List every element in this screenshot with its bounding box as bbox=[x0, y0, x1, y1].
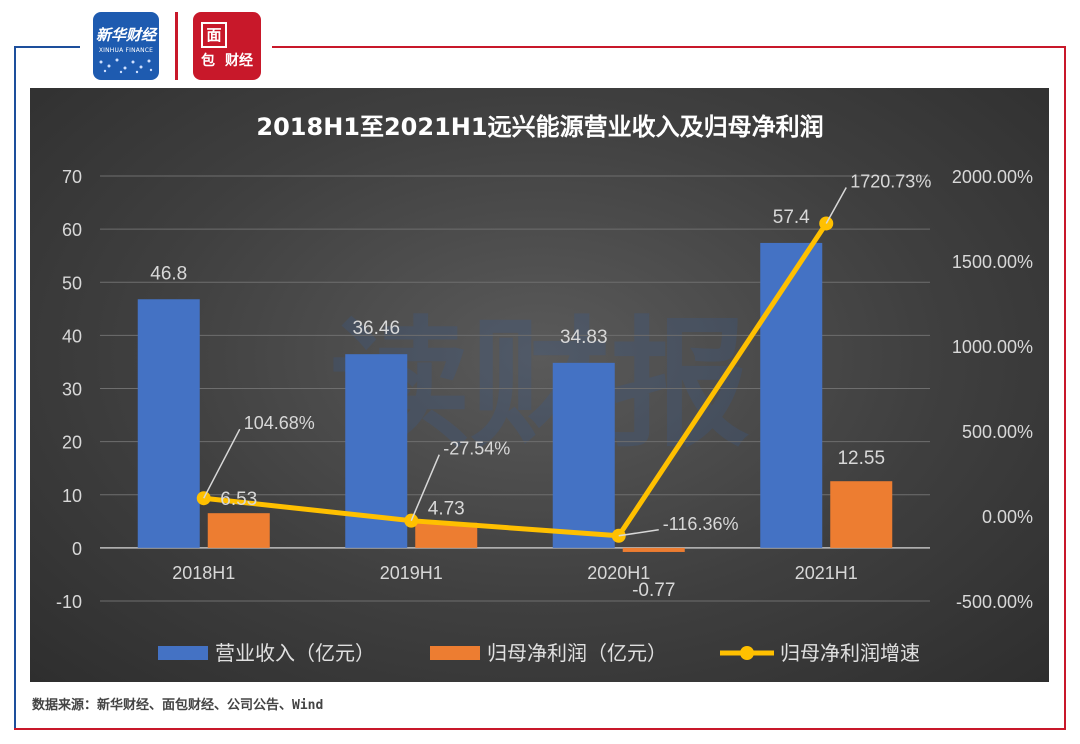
series-line-growth bbox=[203, 222, 829, 539]
left-axis-tick-label: 60 bbox=[62, 220, 82, 240]
right-axis-tick-label: 500.00% bbox=[962, 422, 1033, 442]
data-label-profit: 6.53 bbox=[220, 489, 257, 510]
left-axis-tick-label: 70 bbox=[62, 167, 82, 187]
right-axis-tick-label: 1500.00% bbox=[952, 252, 1033, 272]
data-label-profit: 4.73 bbox=[428, 499, 465, 520]
xinhua-logo-text: 新华财经 bbox=[95, 26, 156, 44]
left-axis-tick-label: 30 bbox=[62, 380, 82, 400]
legend-label-growth: 归母净利润增速 bbox=[780, 641, 920, 665]
logo-separator bbox=[175, 12, 178, 80]
data-label-growth: -116.36% bbox=[663, 514, 739, 534]
right-axis-tick-label: 2000.00% bbox=[952, 167, 1033, 187]
xinhua-logo-subtext: XINHUA FINANCE bbox=[98, 47, 154, 54]
x-axis-tick-label: 2020H1 bbox=[587, 563, 650, 583]
chart-svg: 读财报 2018H1至2021H1远兴能源营业收入及归母净利润 46.86.53… bbox=[56, 113, 1033, 665]
chart-title: 2018H1至2021H1远兴能源营业收入及归母净利润 bbox=[256, 113, 823, 141]
data-label-revenue: 57.4 bbox=[773, 207, 810, 228]
x-axis-tick-label: 2021H1 bbox=[795, 563, 858, 583]
data-label-growth: 1720.73% bbox=[850, 171, 931, 191]
legend-swatch-growth-marker bbox=[740, 646, 754, 660]
data-label-revenue: 36.46 bbox=[352, 318, 400, 339]
right-axis-tick-label: 1000.00% bbox=[952, 337, 1033, 357]
frame-bottom-line bbox=[14, 728, 1066, 730]
leader-line bbox=[203, 428, 241, 499]
left-axis-tick-label: -10 bbox=[56, 592, 82, 612]
leader-line bbox=[410, 454, 440, 521]
data-label-growth: -27.54% bbox=[443, 439, 510, 459]
bar-profit bbox=[830, 481, 893, 548]
data-label-profit: 12.55 bbox=[837, 448, 885, 469]
frame-left-line bbox=[14, 46, 16, 730]
legend-swatch-revenue bbox=[158, 646, 208, 660]
mianbao-logo-text: 财经 bbox=[225, 53, 253, 69]
bar-profit bbox=[622, 547, 685, 552]
frame-top-line-left bbox=[14, 46, 80, 48]
bar-revenue bbox=[760, 242, 823, 548]
data-source-note: 数据来源：新华财经、面包财经、公司公告、Wind bbox=[32, 698, 324, 713]
data-label-profit: -0.77 bbox=[632, 580, 675, 601]
frame-top-line-right bbox=[272, 46, 1066, 48]
leader-line bbox=[825, 187, 847, 224]
right-axis-tick-label: 0.00% bbox=[982, 507, 1033, 527]
data-label-growth: 104.68% bbox=[244, 413, 315, 433]
legend-swatch-profit bbox=[430, 646, 480, 660]
bar-revenue bbox=[552, 362, 615, 548]
bar-revenue bbox=[137, 299, 200, 548]
data-label-revenue: 34.83 bbox=[560, 327, 608, 348]
mianbao-finance-logo: 面 包 财经 bbox=[193, 12, 261, 80]
mianbao-logo-char-2: 包 bbox=[201, 53, 215, 69]
legend-label-profit: 归母净利润（亿元） bbox=[487, 641, 667, 665]
left-axis-tick-label: 20 bbox=[62, 433, 82, 453]
bar-profit bbox=[207, 513, 270, 548]
right-axis-tick-label: -500.00% bbox=[956, 592, 1033, 612]
leader-line bbox=[618, 529, 659, 537]
left-axis-tick-label: 10 bbox=[62, 486, 82, 506]
chart-panel: 读财报 2018H1至2021H1远兴能源营业收入及归母净利润 46.8 6.53… bbox=[30, 88, 1049, 682]
frame-right-line bbox=[1064, 46, 1066, 730]
x-axis-tick-label: 2019H1 bbox=[380, 563, 443, 583]
left-axis-tick-label: 40 bbox=[62, 326, 82, 346]
xinhua-finance-logo: 新华财经 XINHUA FINANCE bbox=[93, 12, 159, 80]
left-axis-tick-label: 50 bbox=[62, 273, 82, 293]
dots-icon bbox=[99, 58, 153, 74]
left-axis-tick-label: 0 bbox=[72, 539, 82, 559]
data-label-revenue: 46.8 bbox=[150, 263, 187, 284]
legend-label-revenue: 营业收入（亿元） bbox=[215, 641, 375, 665]
mianbao-logo-char: 面 bbox=[201, 22, 227, 48]
x-axis-tick-label: 2018H1 bbox=[172, 563, 235, 583]
